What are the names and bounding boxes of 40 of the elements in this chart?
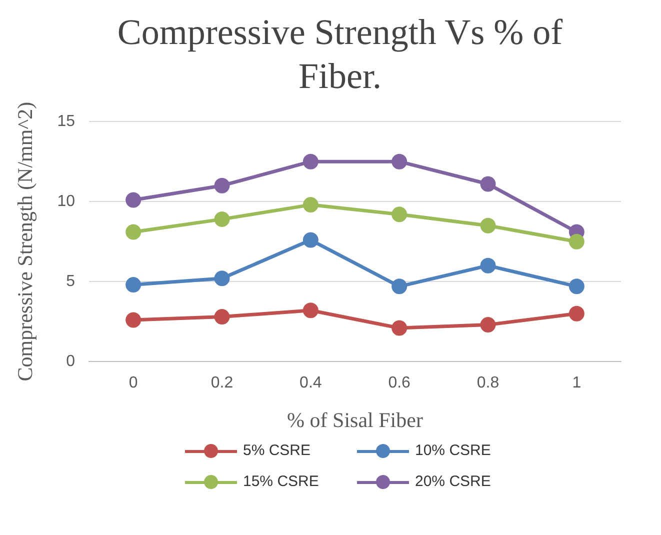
x-tick-label: 0.8 [476, 374, 500, 392]
point [480, 218, 496, 234]
point [480, 258, 496, 274]
point [126, 224, 142, 240]
y-tick-label: 5 [66, 273, 76, 290]
point [392, 206, 408, 222]
point [568, 306, 584, 322]
y-axis-title: Compressive Strength (N/mm^2) [13, 102, 38, 382]
point [214, 270, 230, 286]
point [392, 320, 408, 336]
x-axis-title: % of Sisal Fiber [287, 408, 423, 432]
point [568, 278, 584, 294]
x-tick-label: 0.6 [388, 374, 411, 392]
x-tick-label: 0.2 [210, 374, 234, 392]
point [480, 176, 496, 192]
x-tick-label: 1 [572, 374, 582, 392]
point [126, 312, 142, 328]
x-tick-label: 0 [128, 374, 138, 392]
point [214, 309, 230, 325]
y-tick-label: 0 [66, 353, 76, 370]
point [480, 317, 496, 333]
point [214, 178, 230, 194]
point [126, 277, 142, 293]
point [392, 278, 408, 294]
y-tick-label: 10 [57, 193, 76, 210]
point [392, 154, 408, 170]
point [302, 154, 318, 170]
x-tick-label: 0.4 [300, 374, 322, 392]
point [214, 211, 230, 227]
legend-label: 5% CSRE [243, 442, 311, 459]
point [302, 197, 318, 213]
legend-label: 10% CSRE [415, 442, 491, 459]
y-tick-label: 15 [57, 113, 76, 130]
point [568, 234, 584, 250]
legend-label: 15% CSRE [243, 473, 319, 490]
point [126, 192, 142, 208]
point [302, 302, 318, 318]
legend-label: 20% CSRE [415, 473, 491, 490]
chart-title: Compressive Strength Vs % of Fiber. [116, 11, 564, 98]
point [302, 232, 318, 248]
